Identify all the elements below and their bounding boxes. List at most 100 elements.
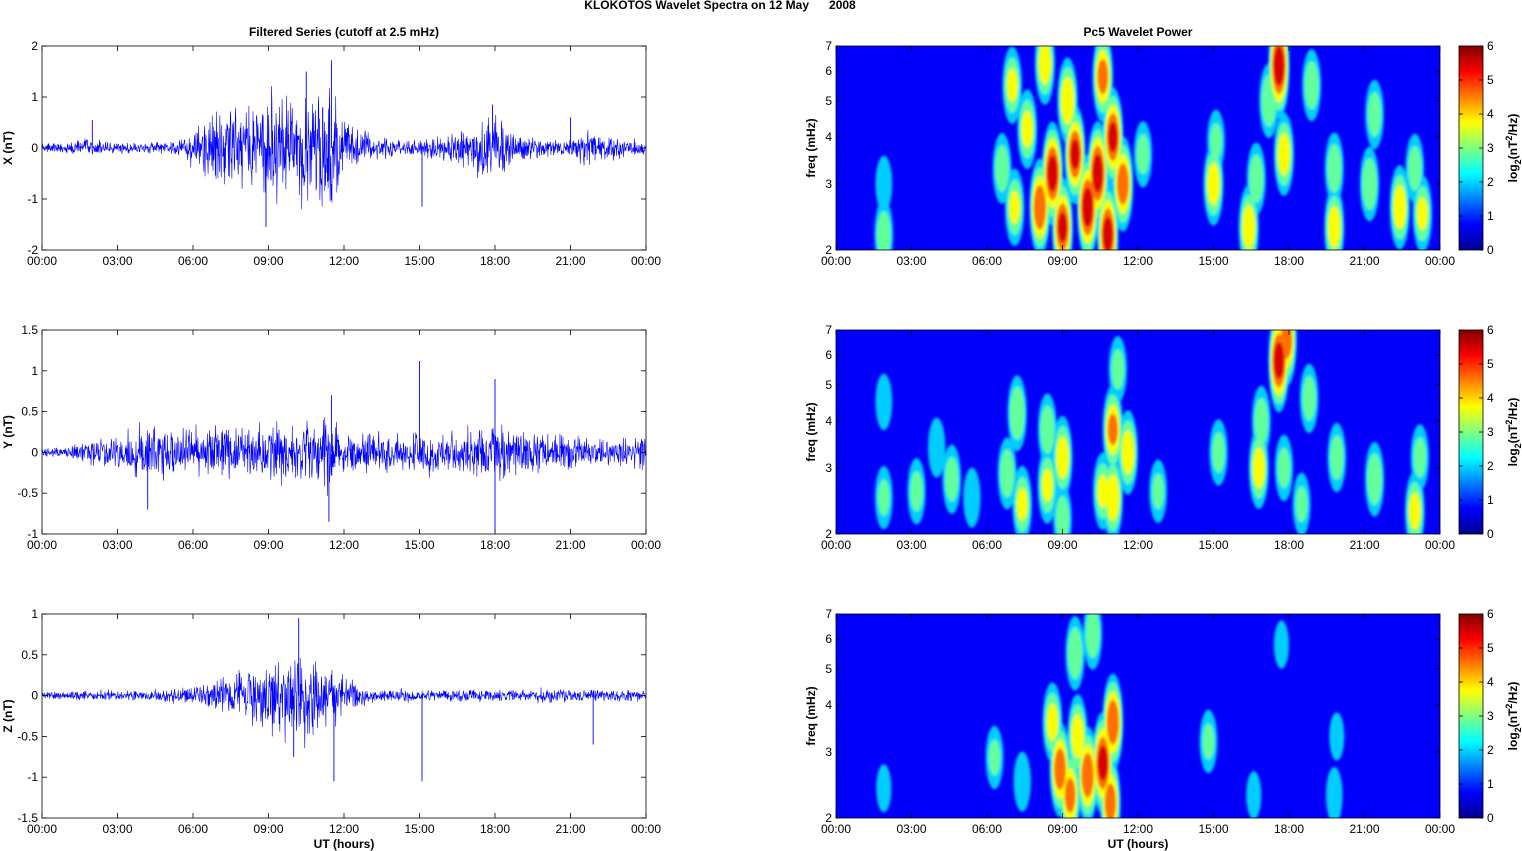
series-trace: [41, 417, 647, 496]
power-blob: [1329, 712, 1345, 761]
power-blob: [1070, 139, 1080, 170]
x-tick-label: 12:00: [1123, 538, 1153, 552]
x-tick-label: 21:00: [555, 822, 585, 836]
power-blob: [1252, 447, 1265, 489]
power-blob: [1277, 133, 1291, 176]
colorbar-tick-label: 1: [1487, 209, 1494, 223]
power-blob: [1393, 185, 1407, 230]
power-blob: [1242, 205, 1256, 250]
power-blob: [1107, 121, 1118, 153]
power-blob: [1254, 397, 1269, 445]
x-tick-label: 00:00: [821, 254, 851, 268]
power-blob: [1000, 449, 1015, 498]
colorbar-tick-label: 5: [1487, 641, 1494, 655]
power-blob: [1097, 745, 1108, 781]
power-blob: [1102, 216, 1114, 250]
line-panel-3: 00:00 03:00 06:00 09:00 12:00 15:00 18:00 21:00…: [1, 607, 661, 851]
x-tick-label: 06:00: [178, 254, 208, 268]
y-tick-label: -2: [27, 243, 38, 257]
colorbar-label: log2(nT2/Hz): [1504, 398, 1522, 467]
x-tick-label: 15:00: [1198, 538, 1228, 552]
y-axis-label: X (nT): [1, 131, 15, 165]
colorbar-tick-label: 1: [1487, 493, 1494, 507]
power-blob: [1040, 405, 1055, 454]
power-blob: [1152, 473, 1164, 510]
wavelet-power: [874, 46, 1433, 250]
x-tick-label: 00:00: [1425, 254, 1455, 268]
plot-area: [42, 330, 646, 534]
figure-suptitle: KLOKOTOS Wavelet Spectra on 12 May 2008: [584, 0, 856, 12]
power-blob: [875, 155, 893, 213]
x-tick-label: 03:00: [102, 254, 132, 268]
y-tick-label: 4: [825, 698, 832, 712]
colorbar-tick-label: 5: [1487, 357, 1494, 371]
colorbar-tick-label: 6: [1487, 607, 1494, 621]
x-tick-label: 00:00: [27, 538, 57, 552]
power-blob: [1121, 430, 1135, 475]
power-blob: [1016, 487, 1028, 521]
x-tick-label: 06:00: [178, 538, 208, 552]
power-blob: [1212, 432, 1225, 473]
power-blob: [1302, 376, 1316, 421]
plot-area: [42, 614, 646, 818]
x-tick-label: 21:00: [555, 538, 585, 552]
x-tick-label: 09:00: [253, 822, 283, 836]
power-blob: [1081, 752, 1094, 798]
y-axis-label: freq (mHz): [804, 402, 818, 461]
y-tick-label: 1: [31, 364, 38, 378]
power-blob: [1117, 163, 1129, 205]
y-tick-label: 0: [31, 445, 38, 459]
x-tick-label: 06:00: [972, 538, 1002, 552]
x-tick-label: 03:00: [896, 254, 926, 268]
power-blob: [1006, 68, 1018, 102]
plot-area: [836, 614, 1440, 818]
colorbar-label: log2(nT2/Hz): [1504, 682, 1522, 751]
colorbar-tick-label: 1: [1487, 777, 1494, 791]
panel-title: Filtered Series (cutoff at 2.5 mHz): [249, 25, 439, 39]
power-blob: [1009, 386, 1025, 440]
power-blob: [1413, 437, 1427, 478]
line-panel-1: 00:00 03:00 06:00 09:00 12:00 15:00 18:00 21:00…: [1, 25, 661, 268]
y-axis-label: Y (nT): [1, 415, 15, 449]
power-blob: [1325, 767, 1343, 818]
x-tick-label: 15:00: [1198, 822, 1228, 836]
x-tick-label: 09:00: [1047, 822, 1077, 836]
x-tick-label: 15:00: [404, 254, 434, 268]
colorbar-tick-label: 5: [1487, 73, 1494, 87]
power-blob: [1055, 496, 1070, 534]
power-blob: [928, 417, 946, 478]
y-tick-label: 2: [825, 243, 832, 257]
x-tick-label: 12:00: [329, 538, 359, 552]
y-tick-label: 5: [825, 662, 832, 676]
power-blob: [995, 145, 1009, 192]
y-tick-label: 1: [31, 607, 38, 621]
x-tick-label: 18:00: [1274, 538, 1304, 552]
x-tick-label: 18:00: [1274, 822, 1304, 836]
y-tick-label: 1: [31, 90, 38, 104]
y-tick-label: 6: [825, 632, 832, 646]
colorbar-tick-label: 0: [1487, 243, 1494, 257]
x-tick-label: 09:00: [253, 538, 283, 552]
colorbar: 0 1 2 3 4 5 6 log2(nT2/Hz): [1458, 607, 1522, 825]
power-blob: [1362, 158, 1377, 210]
power-blob: [1367, 92, 1382, 137]
y-tick-label: 5: [825, 94, 832, 108]
x-tick-label: 00:00: [631, 538, 661, 552]
power-blob: [1104, 783, 1116, 818]
power-blob: [1106, 699, 1119, 745]
y-tick-label: 4: [825, 414, 832, 428]
power-blob: [877, 479, 890, 516]
power-blob: [875, 373, 893, 431]
colorbar-tick-label: 2: [1487, 743, 1494, 757]
x-tick-label: 00:00: [631, 822, 661, 836]
series-trace: [41, 85, 647, 210]
y-tick-label: 3: [825, 745, 832, 759]
power-blob: [1409, 492, 1421, 530]
x-tick-label: 06:00: [972, 254, 1002, 268]
power-blob: [1367, 453, 1382, 506]
x-tick-label: 00:00: [1425, 538, 1455, 552]
x-tick-label: 15:00: [404, 822, 434, 836]
y-tick-label: 1.5: [21, 323, 38, 337]
colorbar-tick-label: 3: [1487, 425, 1494, 439]
power-blob: [1304, 61, 1319, 110]
